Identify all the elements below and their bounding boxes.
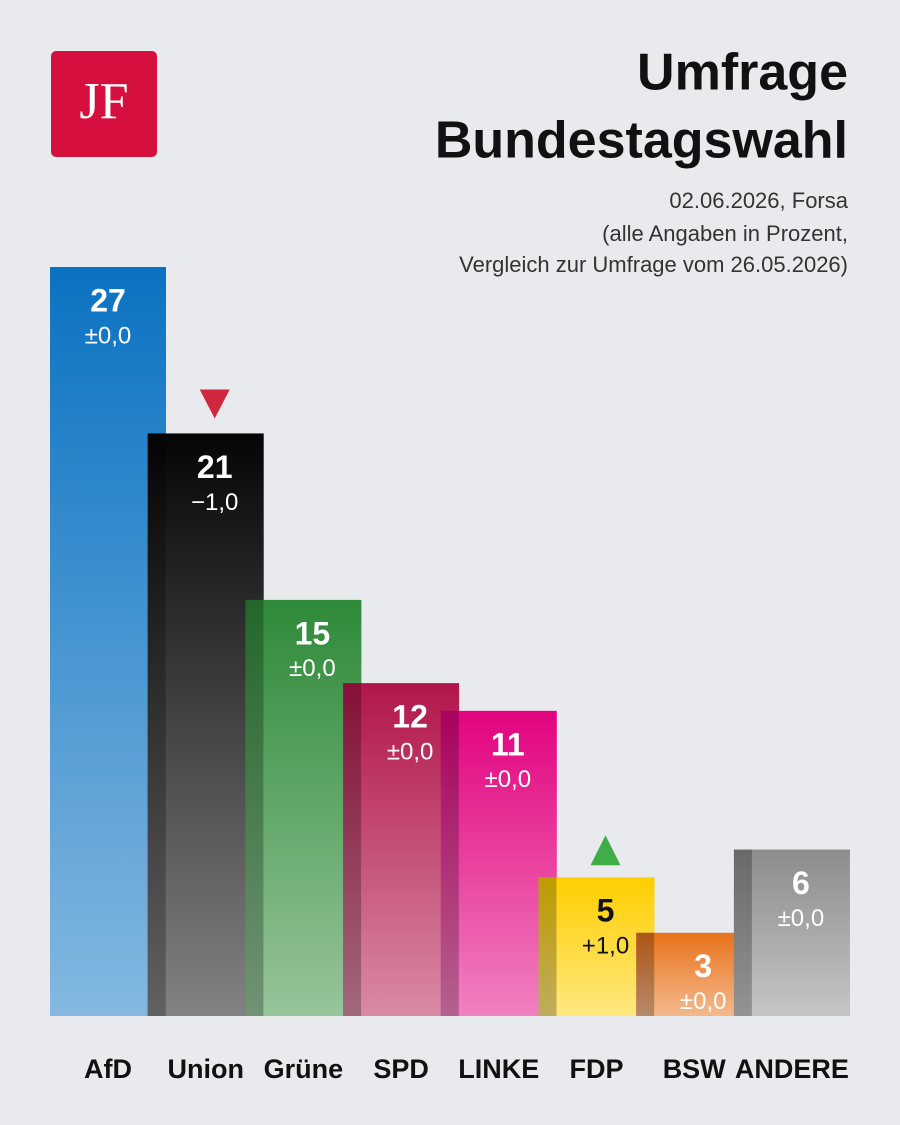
subtitle: 02.06.2026, Forsa [669, 188, 848, 213]
x-tick-label: FDP [570, 1054, 624, 1084]
bar-fade [147, 433, 264, 1016]
chart-title: Bundestagswahl [435, 112, 848, 170]
x-tick-label: AfD [84, 1054, 132, 1084]
value-label: 21 [197, 449, 233, 485]
bar-shadow [147, 433, 166, 1016]
value-label: 27 [90, 282, 126, 318]
x-tick-label: LINKE [458, 1054, 539, 1084]
change-label: ±0,0 [485, 766, 532, 793]
x-tick-label: Grüne [264, 1054, 344, 1084]
x-tick-label: ANDERE [735, 1054, 849, 1084]
change-label: ±0,0 [387, 738, 434, 765]
change-arrow [590, 835, 621, 866]
value-label: 6 [792, 865, 810, 901]
subtitle: Vergleich zur Umfrage vom 26.05.2026) [459, 252, 848, 277]
value-label: 5 [597, 893, 615, 929]
bar-fade [538, 877, 655, 1016]
bar-fade [440, 710, 557, 1016]
x-tick-label: Union [167, 1054, 243, 1084]
bar-fade [343, 683, 460, 1016]
bar-shadow [636, 932, 655, 1016]
chart-title: Umfrage [637, 44, 848, 102]
value-label: 15 [295, 615, 331, 651]
x-tick-label: BSW [663, 1054, 727, 1084]
change-label: −1,0 [191, 489, 238, 516]
bar-shadow [245, 599, 264, 1016]
bar-fade [636, 932, 753, 1016]
logo-box [51, 51, 157, 157]
value-label: 3 [694, 948, 712, 984]
x-tick-label: SPD [373, 1054, 429, 1084]
change-label: ±0,0 [680, 988, 727, 1015]
bar-fade [245, 599, 362, 1016]
logo: JF [79, 73, 128, 130]
value-label: 12 [392, 699, 428, 735]
change-label: ±0,0 [778, 905, 825, 932]
bar-shadow [733, 849, 752, 1016]
change-label: ±0,0 [289, 655, 336, 682]
bar-shadow [440, 710, 459, 1016]
bar-fade [733, 849, 850, 1016]
subtitle: (alle Angaben in Prozent, [602, 221, 848, 246]
change-label: +1,0 [582, 933, 629, 960]
bar-shadow [538, 877, 557, 1016]
bar-shadow [343, 683, 362, 1016]
change-arrow [199, 389, 230, 419]
change-label: ±0,0 [85, 322, 132, 349]
value-label: 11 [491, 726, 525, 762]
bar-fade [50, 267, 166, 1016]
